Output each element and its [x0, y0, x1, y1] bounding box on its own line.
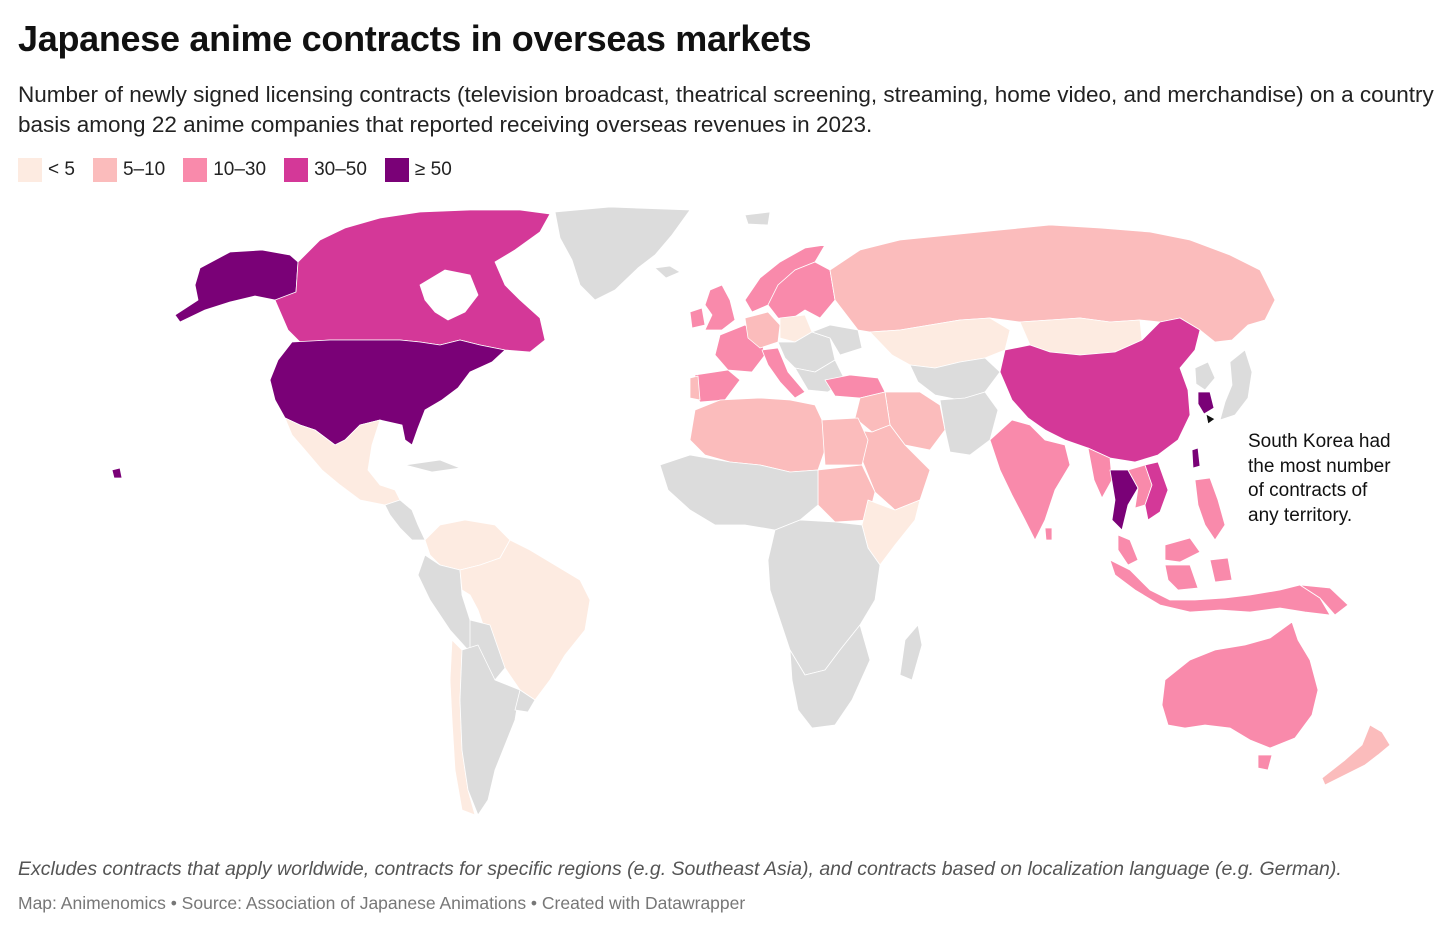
region-greenland[interactable]	[554, 206, 691, 301]
legend-label-30-50: 30–50	[314, 159, 367, 180]
legend-label-10-30: 10–30	[213, 159, 267, 180]
region-papua-new-guinea[interactable]	[1299, 584, 1349, 616]
region-sri-lanka[interactable]	[1044, 527, 1053, 541]
region-afghanistan-pakistan[interactable]	[939, 391, 999, 456]
region-iceland[interactable]	[654, 265, 681, 279]
annotation-line: the most number	[1248, 455, 1391, 477]
region-uk[interactable]	[704, 284, 736, 331]
legend-label-gte50: ≥ 50	[414, 159, 452, 180]
legend-swatch-30-50	[284, 158, 309, 182]
region-japan[interactable]	[1219, 349, 1253, 421]
region-alaska[interactable]	[174, 249, 299, 323]
legend-swatch-5-10	[92, 158, 117, 182]
annotation-line: any territory.	[1248, 504, 1353, 526]
legend-swatch-lt5	[18, 158, 42, 182]
region-canada[interactable]	[274, 209, 551, 353]
region-egypt[interactable]	[821, 417, 869, 466]
region-portugal[interactable]	[689, 375, 701, 401]
region-mexico[interactable]	[284, 417, 401, 506]
region-india[interactable]	[989, 419, 1071, 541]
legend-item-30-50: 30–50	[284, 158, 367, 182]
world-map	[111, 206, 1391, 816]
region-svalbard[interactable]	[744, 211, 771, 226]
legend-label-lt5: < 5	[48, 159, 75, 180]
legend-item-10-30: 10–30	[183, 158, 266, 182]
annotation-line: of contracts of	[1248, 480, 1368, 501]
legend-item-lt5: < 5	[18, 158, 75, 182]
footnote: Excludes contracts that apply worldwide,…	[18, 858, 1342, 880]
region-brazil[interactable]	[459, 539, 591, 701]
region-china[interactable]	[999, 317, 1201, 463]
legend-swatch-gte50	[384, 158, 409, 182]
region-malaysia[interactable]	[1117, 534, 1201, 566]
legend: < 5 5–10 10–30 30–50 ≥ 50	[18, 158, 470, 182]
annotation-arrow	[1205, 413, 1245, 451]
chart-title: Japanese anime contracts in overseas mar…	[18, 18, 812, 59]
region-uruguay[interactable]	[514, 689, 536, 713]
region-hawaii[interactable]	[111, 467, 123, 479]
region-central-america[interactable]	[384, 499, 426, 541]
region-tasmania[interactable]	[1257, 754, 1273, 771]
region-italy[interactable]	[761, 347, 806, 399]
region-ireland[interactable]	[689, 307, 706, 329]
legend-item-gte50: ≥ 50	[384, 158, 452, 182]
region-argentina[interactable]	[459, 644, 521, 816]
region-madagascar[interactable]	[899, 624, 923, 681]
south-korea-annotation: South Korea had the most number of contr…	[1248, 430, 1448, 528]
region-central-asia[interactable]	[909, 357, 1001, 401]
region-north-africa[interactable]	[689, 397, 826, 473]
region-southern-africa[interactable]	[789, 624, 871, 729]
region-vietnam[interactable]	[1144, 461, 1169, 521]
legend-item-5-10: 5–10	[92, 158, 166, 182]
source-line: Map: Animenomics • Source: Association o…	[18, 893, 746, 913]
region-philippines[interactable]	[1194, 477, 1226, 541]
region-west-africa[interactable]	[659, 454, 819, 531]
chart-subtitle: Number of newly signed licensing contrac…	[18, 82, 1434, 137]
region-taiwan[interactable]	[1191, 447, 1201, 469]
region-cuba[interactable]	[404, 459, 461, 473]
region-hudson-bay	[419, 269, 479, 321]
legend-label-5-10: 5–10	[122, 159, 166, 180]
annotation-line: South Korea had	[1248, 431, 1391, 452]
region-indonesia[interactable]	[1109, 557, 1331, 616]
legend-swatch-10-30	[183, 158, 208, 182]
region-new-zealand[interactable]	[1321, 724, 1391, 786]
region-north-korea[interactable]	[1194, 361, 1216, 391]
region-ukraine[interactable]	[811, 324, 863, 356]
region-australia[interactable]	[1161, 621, 1319, 749]
region-myanmar[interactable]	[1087, 447, 1113, 499]
region-south-korea[interactable]	[1197, 391, 1215, 415]
